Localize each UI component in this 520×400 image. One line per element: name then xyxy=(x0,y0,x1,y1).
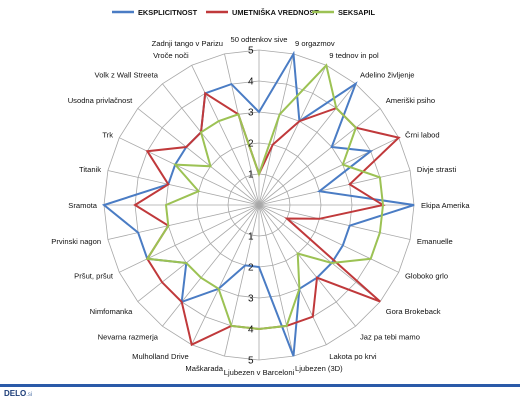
category-label: Emanuelle xyxy=(417,237,453,246)
grid-spoke xyxy=(137,108,260,206)
category-label: Titanik xyxy=(79,165,101,174)
grid-spoke xyxy=(162,83,260,206)
legend-label: SEKSAPIL xyxy=(338,8,375,17)
grid-spoke xyxy=(162,204,260,327)
grid-spoke xyxy=(258,137,399,206)
category-label: Zadnji tango v Parizu xyxy=(152,39,223,48)
grid-spoke xyxy=(191,65,260,206)
legend: EKSPLICITNOST UMETNIŠKA VREDNOST SEKSAPIL xyxy=(112,8,375,17)
category-label: Ameriški psiho xyxy=(386,96,435,105)
category-label: Volk z Wall Streeta xyxy=(95,70,159,79)
grid-spoke xyxy=(107,204,260,240)
grid-spoke xyxy=(107,170,260,206)
category-label: Ljubezen (3D) xyxy=(295,364,343,373)
grid-spoke xyxy=(258,83,356,206)
category-label: Nimfomanka xyxy=(90,307,133,316)
grid-spoke xyxy=(258,204,327,345)
grid-spoke xyxy=(258,170,411,206)
grid-spoke xyxy=(258,108,381,206)
grid-spoke xyxy=(258,204,294,357)
grid-spoke xyxy=(258,204,411,240)
category-label: Divje strasti xyxy=(417,165,457,174)
tick-label-upper: 2 xyxy=(248,139,254,150)
radar-grid xyxy=(103,49,415,361)
series-line-2 xyxy=(133,91,401,347)
category-label: Ekipa Amerika xyxy=(421,201,470,210)
category-label: Trk xyxy=(102,131,113,140)
series-line-1 xyxy=(101,50,415,357)
category-label: 9 orgazmov xyxy=(295,39,335,48)
category-labels: 50 odtenkov sive 9 orgazmov 9 tednov in po… xyxy=(51,35,470,377)
grid-spoke xyxy=(258,204,381,302)
tick-label-upper: 1 xyxy=(248,170,254,181)
tick-label-lower: 3 xyxy=(248,294,254,305)
grid-spoke xyxy=(258,204,399,273)
category-label: Maškarada xyxy=(185,364,223,373)
category-label: Adelino življenje xyxy=(360,70,414,79)
category-label: Jaz pa tebi mamo xyxy=(360,333,420,342)
category-label: Prvinski nagon xyxy=(51,237,101,246)
category-label: 50 odtenkov sive xyxy=(231,35,288,44)
tick-label-lower: 4 xyxy=(248,325,254,336)
category-label: Nevarna razmerja xyxy=(98,333,159,342)
grid-spoke xyxy=(191,204,260,345)
category-label: Sramota xyxy=(68,201,97,210)
tick-label-lower: 1 xyxy=(248,232,254,243)
category-label: Lakota po krvi xyxy=(329,352,377,361)
footer-bar xyxy=(0,384,520,387)
tick-label-upper: 4 xyxy=(248,77,254,88)
legend-label: EKSPLICITNOST xyxy=(138,8,198,17)
category-label: Vroče noči xyxy=(153,51,189,60)
tick-label-lower: 2 xyxy=(248,263,254,274)
category-label: Mulholland Drive xyxy=(132,352,189,361)
category-label: Ljubezen v Barceloni xyxy=(224,368,295,377)
category-label: Gora Brokeback xyxy=(386,307,441,316)
tick-label-upper: 3 xyxy=(248,108,254,119)
grid-spoke xyxy=(258,53,294,206)
category-label: Usodna privlačnost xyxy=(68,96,133,105)
category-label: Pršut, pršut xyxy=(74,271,114,280)
chart-canvas: 1 1 2 2 3 3 4 4 5 5 50 odtenkov sive 9 orgazmov 9 t… xyxy=(51,8,470,377)
category-label: Globoko grlo xyxy=(405,271,448,280)
grid-spoke xyxy=(224,53,260,206)
grid-spoke xyxy=(224,204,260,357)
series-line-3 xyxy=(145,63,385,331)
grid-spoke xyxy=(258,204,356,327)
brand-name: DELO xyxy=(4,389,27,398)
brand-domain: .si xyxy=(26,392,33,398)
tick-label-upper: 5 xyxy=(248,46,254,57)
radial-tick-labels: 1 1 2 2 3 3 4 4 5 5 xyxy=(248,46,254,367)
category-label: Črni labod xyxy=(405,131,440,140)
tick-label-lower: 5 xyxy=(248,356,254,367)
grid-spoke xyxy=(119,204,260,273)
grid-spoke xyxy=(119,137,260,206)
grid-spoke xyxy=(258,65,327,206)
grid-spoke xyxy=(137,204,260,302)
series-lines xyxy=(101,50,415,357)
category-label: 9 tednov in pol xyxy=(329,51,379,60)
brand-logo: DELO.si xyxy=(4,389,32,400)
legend-label: UMETNIŠKA VREDNOST xyxy=(232,8,319,17)
